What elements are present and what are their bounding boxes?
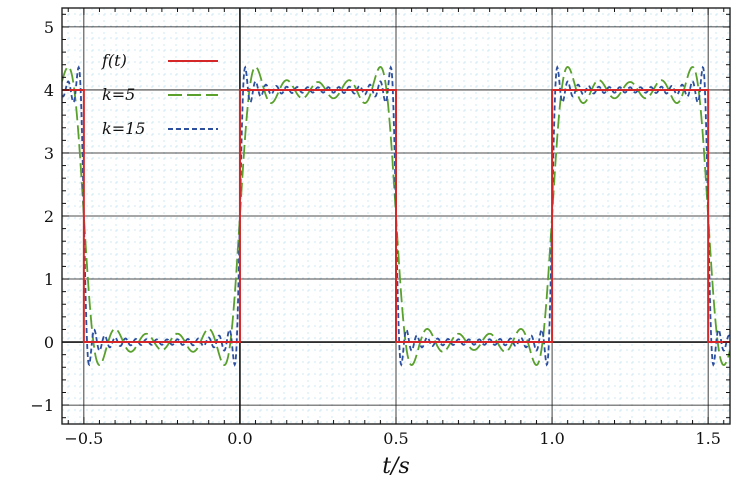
series-layer — [62, 65, 730, 367]
y-tick-label: 4 — [44, 81, 54, 100]
x-axis-title: t/s — [382, 454, 410, 479]
legend: f(t) k=5 k=15 — [101, 51, 218, 138]
y-tick-label: 1 — [44, 270, 54, 289]
y-tick-label: 2 — [44, 207, 54, 226]
x-tick-label: −0.5 — [64, 429, 103, 448]
legend-label: f(t) — [101, 51, 127, 70]
y-tick-label: −1 — [30, 396, 54, 415]
y-tick-label: 0 — [44, 333, 54, 352]
x-tick-label: 0.5 — [383, 429, 408, 448]
x-tick-label: 0.0 — [227, 429, 252, 448]
tick-labels: −0.5 0.0 0.5 1.0 1.5 −1 0 1 2 3 4 5 — [30, 18, 720, 448]
y-tick-label: 5 — [44, 18, 54, 37]
series-line-k-15 — [62, 65, 730, 367]
x-tick-label: 1.5 — [695, 429, 720, 448]
series-line-f-t- — [62, 88, 730, 344]
legend-label: k=5 — [102, 85, 135, 104]
x-tick-label: 1.0 — [539, 429, 564, 448]
axis-ticks — [62, 8, 730, 424]
legend-label: k=15 — [102, 119, 145, 138]
y-tick-label: 3 — [44, 144, 54, 163]
